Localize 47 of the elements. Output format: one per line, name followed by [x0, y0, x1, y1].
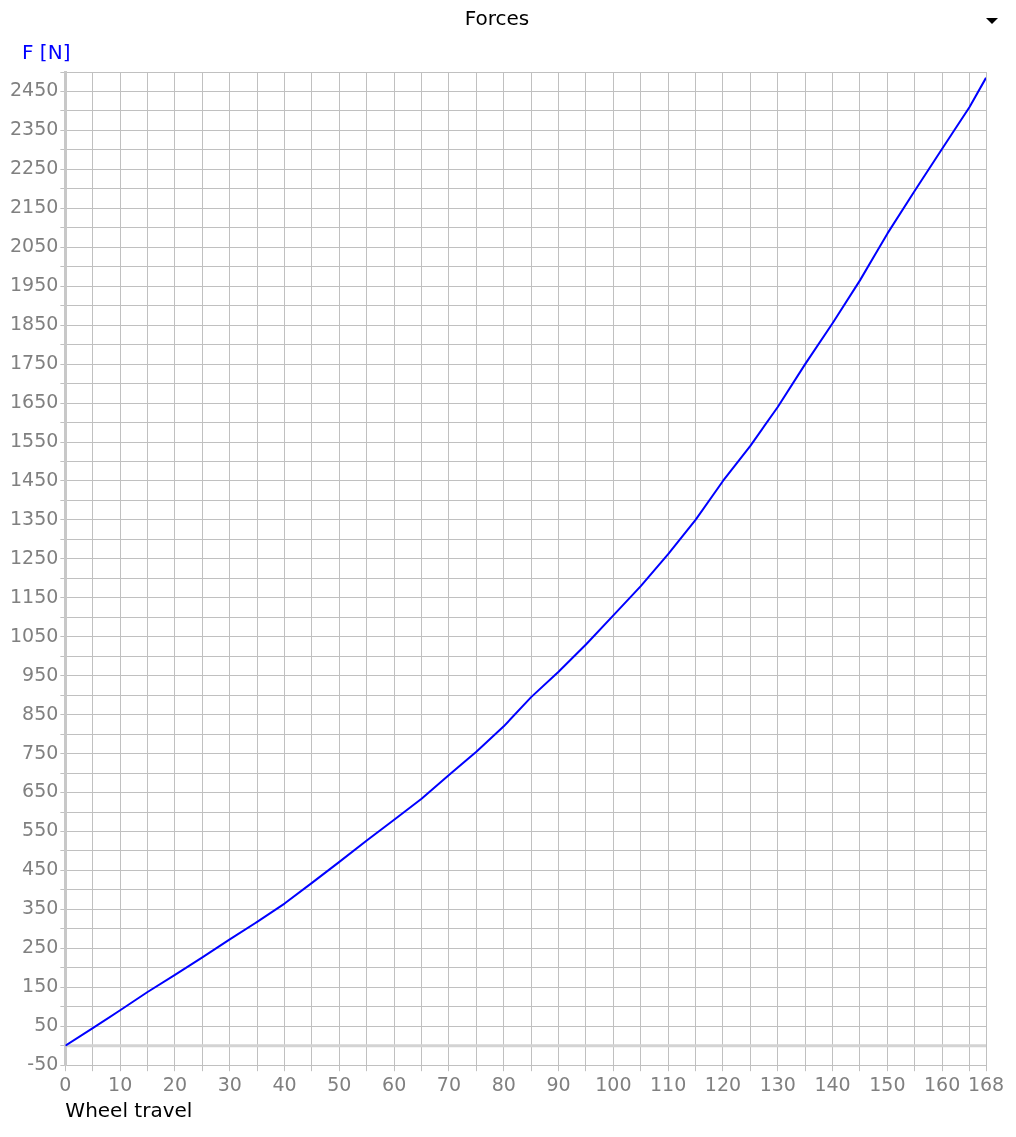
y-tick-label: 1250: [9, 545, 59, 568]
chart-title: Forces: [464, 6, 530, 31]
y-tick-label: 2150: [9, 195, 59, 218]
y-tick-label: 2050: [9, 234, 59, 257]
y-tick-label: 1150: [9, 584, 59, 607]
x-tick-label: 40: [272, 1072, 297, 1095]
y-tick-label: 1950: [9, 273, 59, 296]
x-tick-label: 130: [759, 1072, 796, 1095]
y-tick-label: 150: [22, 974, 59, 997]
y-tick-label: 2450: [9, 78, 59, 101]
x-tick-label: 110: [650, 1072, 687, 1095]
y-tick-label: 2250: [9, 156, 59, 179]
x-tick-label: 150: [869, 1072, 906, 1095]
y-tick-label: 650: [22, 779, 59, 802]
x-tick-label: 100: [595, 1072, 632, 1095]
x-tick-label: 0: [59, 1072, 72, 1095]
y-tick-label: 1050: [9, 623, 59, 646]
x-tick-label: 160: [924, 1072, 961, 1095]
x-tick-label: 168: [967, 1072, 1005, 1095]
y-tick-label: 450: [22, 857, 59, 880]
y-tick-label: 1850: [9, 312, 59, 335]
y-tick-label: 550: [22, 818, 59, 841]
y-tick-label: 250: [22, 935, 59, 958]
x-tick-label: 140: [814, 1072, 851, 1095]
y-tick-label: 750: [22, 740, 59, 763]
y-tick-label: 950: [22, 662, 59, 685]
x-tick-label: 20: [162, 1072, 188, 1095]
x-tick-label: 70: [436, 1072, 462, 1095]
y-tick-label: 1350: [9, 506, 59, 529]
x-tick-label: 90: [546, 1072, 571, 1095]
y-tick-label: -50: [27, 1052, 59, 1075]
x-tick-label: 60: [382, 1072, 407, 1095]
x-axis-title: Wheel travel: [65, 1098, 193, 1123]
x-tick-label: 10: [108, 1072, 133, 1095]
y-tick-label: 1750: [9, 351, 59, 374]
y-tick-label: 1650: [9, 390, 59, 412]
y-tick-label: 350: [22, 896, 59, 919]
x-tick-label: 30: [217, 1072, 242, 1095]
y-tick-label: 50: [34, 1013, 59, 1036]
y-tick-label: 1550: [9, 428, 59, 451]
y-tick-label: 850: [22, 701, 59, 724]
y-axis-title: F [N]: [22, 40, 71, 65]
y-tick-label: 2350: [9, 117, 59, 140]
x-tick-label: 120: [704, 1072, 742, 1095]
x-tick-label: 50: [327, 1072, 352, 1095]
x-tick-label: 80: [491, 1072, 516, 1095]
y-tick-label: 1450: [9, 467, 59, 490]
